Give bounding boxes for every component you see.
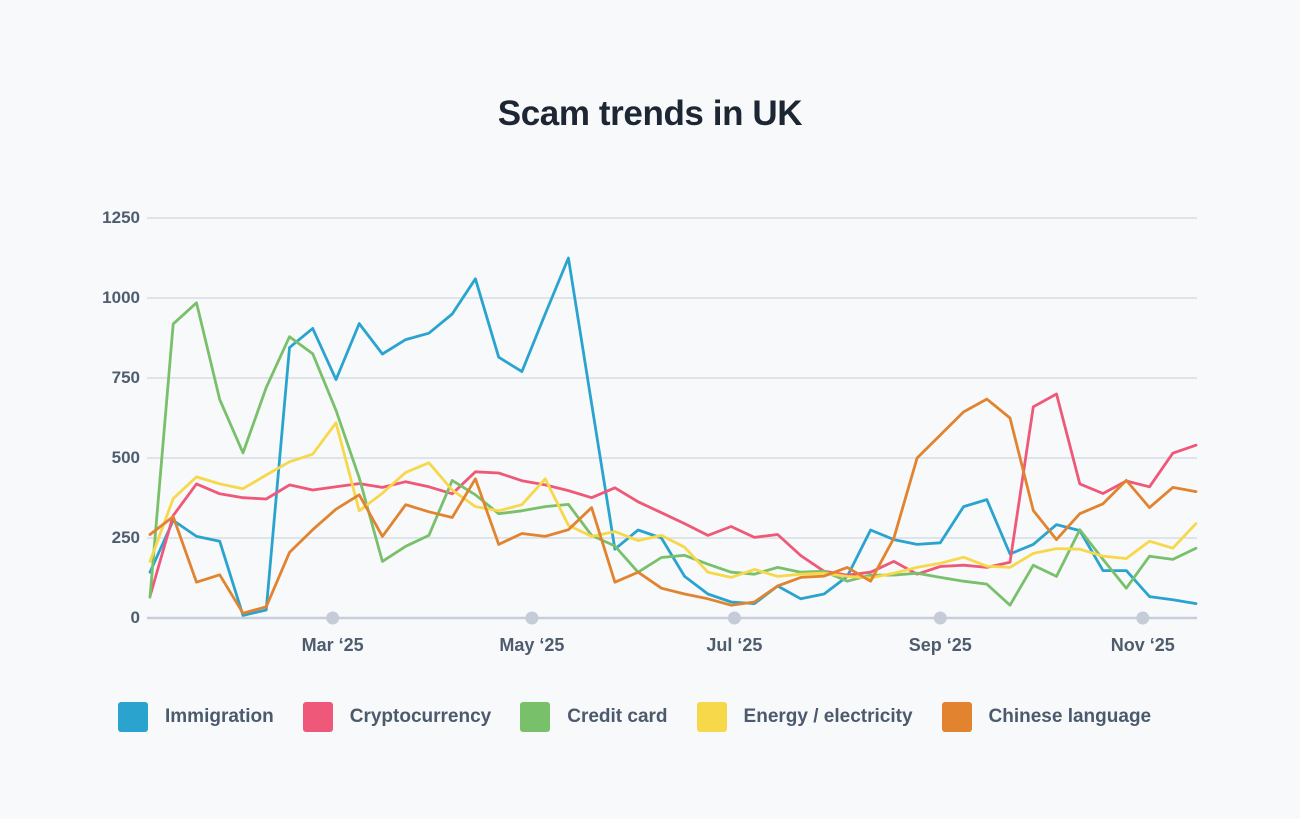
y-axis-tick-label: 750	[111, 368, 140, 387]
chart-title: Scam trends in UK	[497, 94, 803, 133]
axis-tick-dot	[1136, 611, 1150, 625]
y-axis-tick-label: 250	[111, 528, 140, 547]
series-line-credit-card	[148, 301, 1198, 607]
axis-tick-dot	[727, 611, 741, 625]
axis-tick-dot	[525, 611, 539, 625]
y-axis-tick-label: 0	[130, 608, 140, 627]
x-axis-tick-label: May ‘25	[499, 635, 565, 655]
legend-swatch-icon	[302, 702, 333, 732]
axis-tick-dot	[326, 611, 340, 625]
legend-swatch-icon	[696, 702, 727, 732]
axis-tick-dot	[933, 611, 947, 625]
x-axis-tick-label: Nov ‘25	[1110, 635, 1175, 655]
y-axis-tick-label: 1000	[102, 288, 140, 307]
legend-item-label: Chinese language	[988, 706, 1152, 727]
legend-item-label: Credit card	[567, 706, 668, 727]
legend-swatch-icon	[118, 702, 148, 732]
legend-item-credit-card[interactable]: Credit card	[520, 702, 668, 732]
legend-item-energy-electricity[interactable]: Energy / electricity	[696, 702, 913, 732]
y-axis-tick-label: 500	[111, 448, 140, 467]
legend-item-label: Cryptocurrency	[349, 706, 492, 727]
series-line-cryptocurrency	[148, 392, 1198, 598]
y-axis-tick-label: 1250	[102, 208, 140, 227]
series-line-immigration	[148, 256, 1198, 617]
legend-item-label: Immigration	[165, 706, 274, 727]
legend-swatch-icon	[520, 702, 551, 732]
legend-item-chinese-language[interactable]: Chinese language	[941, 702, 1152, 732]
legend-item-label: Energy / electricity	[743, 706, 913, 727]
x-axis-tick-label: Mar ‘25	[301, 635, 364, 655]
series-line-chinese-language	[148, 397, 1198, 615]
x-axis-tick-label: Sep ‘25	[908, 635, 972, 655]
legend-item-cryptocurrency[interactable]: Cryptocurrency	[302, 702, 492, 732]
legend: Immigration Cryptocurrency Credit card Ener…	[118, 702, 1151, 732]
legend-item-immigration[interactable]: Immigration	[118, 702, 274, 732]
legend-swatch-icon	[941, 702, 972, 732]
x-axis-tick-label: Jul ‘25	[706, 635, 763, 655]
series-line-energy-electricity	[148, 421, 1198, 580]
